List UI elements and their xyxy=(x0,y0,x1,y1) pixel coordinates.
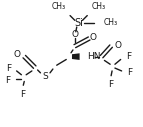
Text: S: S xyxy=(42,72,48,81)
Text: Si: Si xyxy=(74,18,83,28)
Text: O: O xyxy=(71,30,78,39)
Text: CH₃: CH₃ xyxy=(92,2,106,11)
Text: CH₃: CH₃ xyxy=(104,18,118,27)
Text: F: F xyxy=(109,81,114,90)
Text: CH₃: CH₃ xyxy=(51,2,65,11)
Text: F: F xyxy=(127,68,132,77)
Text: F: F xyxy=(6,64,11,73)
Text: O: O xyxy=(90,33,97,42)
Polygon shape xyxy=(72,53,80,60)
Text: O: O xyxy=(13,50,20,59)
Text: O: O xyxy=(115,41,122,50)
Text: HN: HN xyxy=(87,52,101,61)
Text: F: F xyxy=(20,90,25,99)
Text: F: F xyxy=(5,76,10,85)
Text: F: F xyxy=(126,52,132,61)
